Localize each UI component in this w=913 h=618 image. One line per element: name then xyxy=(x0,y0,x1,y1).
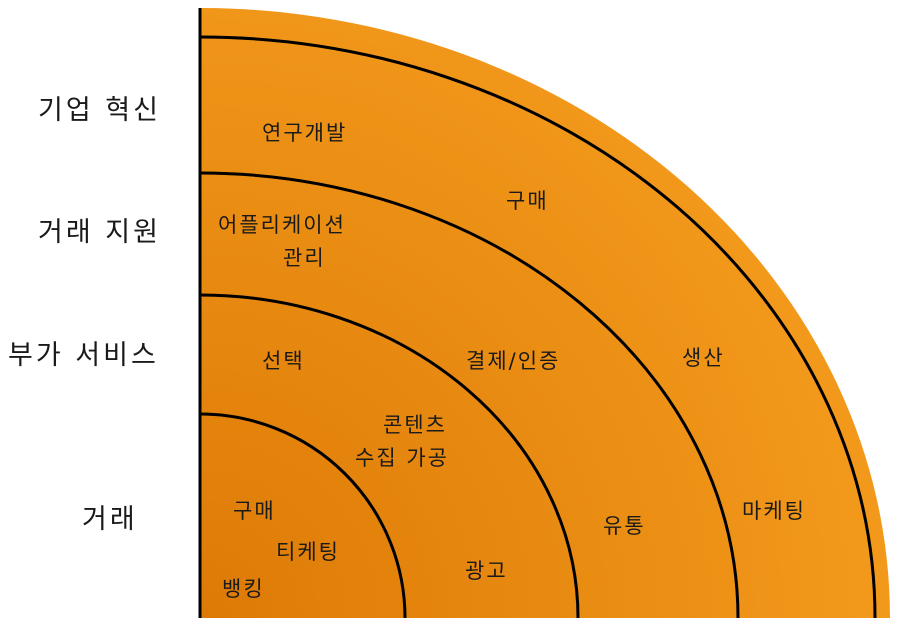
arc-layer-2 xyxy=(199,171,740,618)
layer-label-transaction-support: 거래 지원 xyxy=(38,217,161,248)
region-rnd: 연구개발 xyxy=(262,121,348,145)
region-payment-auth: 결제/인증 xyxy=(466,349,561,373)
region-purchasing-inner: 구매 xyxy=(233,499,276,523)
arc-layer-3 xyxy=(199,293,580,618)
arc-layer-1 xyxy=(199,35,877,618)
region-content-line1: 콘텐츠 xyxy=(383,413,447,437)
region-content-line2: 수집 가공 xyxy=(355,446,449,470)
region-purchasing-outer: 구매 xyxy=(506,189,549,213)
region-app-mgmt-line2: 관리 xyxy=(283,246,326,270)
layer-label-value-added-services: 부가 서비스 xyxy=(8,340,159,371)
region-app-mgmt-line1: 어플리케이션 xyxy=(218,213,346,237)
region-advertising: 광고 xyxy=(465,559,508,583)
region-banking: 뱅킹 xyxy=(222,577,265,601)
region-distribution: 유통 xyxy=(603,514,646,538)
region-marketing: 마케팅 xyxy=(742,499,806,523)
region-ticketing: 티케팅 xyxy=(276,540,340,564)
layer-label-transaction: 거래 xyxy=(82,504,138,535)
region-production: 생산 xyxy=(682,346,725,370)
layer-label-enterprise-innovation: 기업 혁신 xyxy=(38,95,161,126)
outer-band-fill xyxy=(200,8,890,618)
region-selection: 선택 xyxy=(262,349,305,373)
arc-layer-4 xyxy=(199,412,407,618)
